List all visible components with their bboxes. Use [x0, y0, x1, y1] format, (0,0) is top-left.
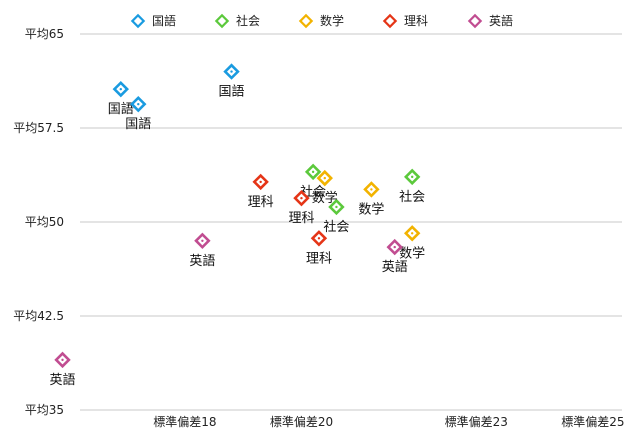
- y-tick-label: 平均57.5: [13, 121, 64, 135]
- legend-label: 国語: [152, 13, 176, 28]
- legend-marker: [214, 13, 230, 29]
- data-point-center: [230, 70, 233, 73]
- data-label: 国語: [125, 116, 151, 132]
- legend: 国語 社会 数学 理科 英語: [130, 13, 513, 29]
- legend-marker: [130, 13, 146, 29]
- data-label: 理科: [248, 195, 274, 210]
- data-point-center: [370, 188, 373, 191]
- legend-label: 理科: [404, 14, 428, 28]
- data-label: 理科: [288, 211, 314, 226]
- y-tick-label: 平均35: [25, 403, 64, 417]
- data-point-center: [317, 237, 321, 240]
- data-label: 英語: [382, 259, 408, 275]
- data-label: 英語: [189, 253, 215, 269]
- legend-label: 英語: [489, 13, 513, 28]
- x-tick-label: 標準偏差23: [445, 414, 508, 429]
- data-point-center: [335, 205, 338, 209]
- legend-marker: [382, 13, 398, 29]
- x-tick-label: 標準偏差25: [561, 414, 624, 429]
- grid: [80, 33, 622, 411]
- x-tick-label: 標準偏差20: [270, 414, 333, 429]
- x-axis-ticks: 標準偏差18 標準偏差20 標準偏差23 標準偏差25: [153, 414, 624, 429]
- data-point-center: [393, 245, 396, 249]
- data-label: 理科: [306, 251, 332, 266]
- data-label: 数学: [312, 190, 338, 206]
- legend-label: 数学: [320, 13, 344, 28]
- data-label: 国語: [108, 101, 134, 117]
- legend-marker: [467, 13, 483, 29]
- data-point-center: [201, 239, 204, 242]
- data-point-center: [137, 102, 140, 106]
- data-point-center: [323, 176, 326, 180]
- data-point-center: [410, 175, 414, 179]
- data-point-center: [311, 170, 315, 174]
- x-tick-label: 標準偏差18: [153, 414, 216, 429]
- legend-marker: [298, 13, 314, 29]
- data-label: 国語: [219, 84, 245, 100]
- y-axis-ticks: 平均65 平均57.5 平均50 平均42.5 平均35: [13, 27, 64, 417]
- data-label: 数学: [358, 201, 384, 217]
- y-tick-label: 平均42.5: [13, 309, 64, 323]
- data-point-center: [61, 358, 64, 362]
- data-label: 数学: [399, 245, 425, 261]
- y-tick-label: 平均65: [25, 27, 64, 41]
- y-tick-label: 平均50: [25, 215, 64, 229]
- data-label: 社会: [399, 189, 425, 205]
- data-point-center: [119, 87, 122, 91]
- data-point-center: [410, 232, 414, 235]
- data-label: 社会: [323, 219, 349, 235]
- data-label: 英語: [50, 372, 76, 388]
- data-point-center: [300, 196, 303, 200]
- data-point-center: [259, 180, 262, 184]
- legend-label: 社会: [236, 13, 260, 28]
